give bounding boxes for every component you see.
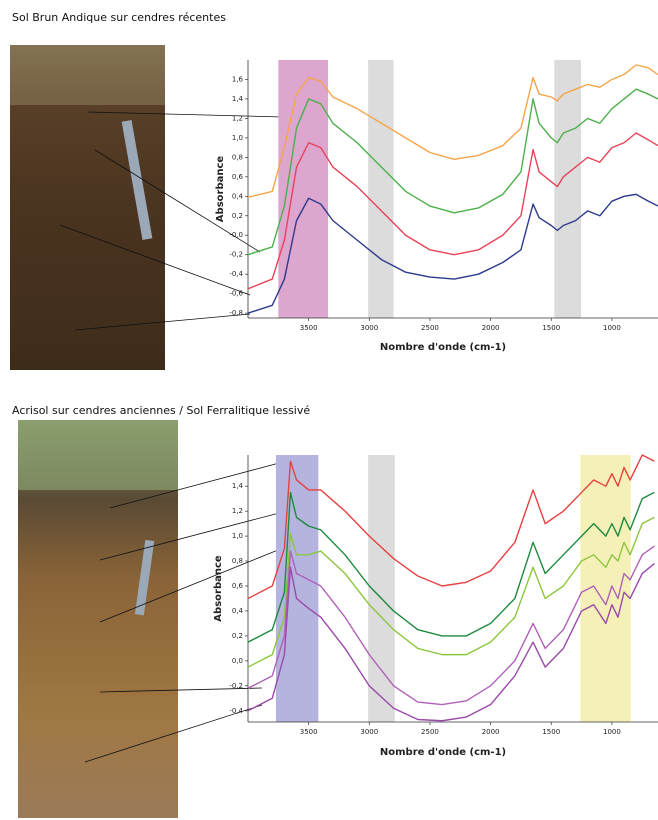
photo-grass bbox=[10, 45, 165, 105]
connector bbox=[87, 111, 284, 118]
x-tick-label: 3000 bbox=[360, 324, 378, 332]
spectrum-line bbox=[247, 491, 655, 643]
x-tick-label: 1000 bbox=[603, 728, 621, 736]
highlight-band bbox=[554, 60, 581, 318]
connector bbox=[99, 511, 284, 561]
y-tick-label: 1,4 bbox=[232, 95, 244, 103]
spectrum-line bbox=[247, 88, 658, 256]
spectrum-line bbox=[247, 454, 655, 600]
highlight-band bbox=[278, 60, 329, 318]
y-tick-label: -0,0 bbox=[229, 231, 243, 239]
x-axis-label: Nombre d'onde (cm-1) bbox=[380, 747, 506, 758]
x-tick-label: 3500 bbox=[300, 728, 318, 736]
chart: Acrisol sur cendres anciennes / Sol Ferr… bbox=[12, 404, 658, 758]
y-tick-label: 1,0 bbox=[232, 532, 243, 540]
spectrum-line bbox=[247, 545, 655, 706]
spectrum-line bbox=[247, 516, 655, 668]
chart-title: Acrisol sur cendres anciennes / Sol Ferr… bbox=[12, 404, 310, 417]
y-tick-label: 0,0 bbox=[232, 657, 243, 665]
y-tick-label: -0,4 bbox=[229, 707, 243, 715]
photo-grass bbox=[18, 420, 178, 490]
y-tick-label: 0,8 bbox=[232, 153, 243, 161]
y-axis-label: Absorbance bbox=[215, 156, 226, 223]
y-tick-label: -0,6 bbox=[229, 290, 243, 298]
y-tick-label: 1,2 bbox=[232, 114, 243, 122]
connector bbox=[109, 461, 284, 509]
x-tick-label: 1500 bbox=[542, 324, 560, 332]
connector bbox=[94, 149, 261, 253]
y-axis-label: Absorbance bbox=[213, 555, 224, 622]
y-tick-label: -0,4 bbox=[229, 270, 243, 278]
x-tick-label: 1000 bbox=[603, 324, 621, 332]
connector bbox=[99, 547, 284, 623]
connector bbox=[74, 313, 251, 331]
y-tick-label: 0,4 bbox=[232, 192, 244, 200]
photo-tool bbox=[134, 539, 155, 616]
y-tick-label: -0,2 bbox=[229, 251, 243, 259]
spectrum-line bbox=[247, 563, 655, 722]
connector bbox=[84, 704, 263, 763]
chart: Sol Brun Andique sur cendres récentes 1,6… bbox=[12, 11, 658, 353]
y-tick-label: 1,0 bbox=[232, 134, 243, 142]
photo-tool bbox=[121, 120, 153, 240]
y-tick-label: 1,6 bbox=[232, 75, 244, 83]
x-tick-label: 2500 bbox=[421, 728, 439, 736]
x-tick-label: 2000 bbox=[482, 324, 500, 332]
y-tick-label: 0,2 bbox=[232, 212, 243, 220]
x-tick-label: 1500 bbox=[542, 728, 560, 736]
highlight-band bbox=[275, 455, 319, 722]
x-tick-label: 2000 bbox=[482, 728, 500, 736]
x-tick-label: 2500 bbox=[421, 324, 439, 332]
connector bbox=[99, 687, 263, 693]
y-tick-label: 0,4 bbox=[232, 607, 244, 615]
x-axis-label: Nombre d'onde (cm-1) bbox=[380, 342, 506, 353]
connectors bbox=[59, 111, 284, 763]
x-tick-label: 3500 bbox=[300, 324, 318, 332]
y-tick-label: 0,2 bbox=[232, 632, 243, 640]
spectrum-line bbox=[247, 193, 658, 314]
y-tick-label: 0,6 bbox=[232, 173, 244, 181]
y-tick-label: -0,8 bbox=[229, 309, 243, 317]
connector bbox=[59, 224, 251, 296]
spectrum-line bbox=[247, 64, 658, 198]
highlight-band bbox=[368, 60, 394, 318]
y-tick-label: 1,2 bbox=[232, 507, 243, 515]
y-tick-label: -0,2 bbox=[229, 682, 243, 690]
y-tick-label: 0,6 bbox=[232, 582, 244, 590]
x-tick-label: 3000 bbox=[360, 728, 378, 736]
y-tick-label: 1,4 bbox=[232, 482, 244, 490]
chart-title: Sol Brun Andique sur cendres récentes bbox=[12, 11, 226, 24]
y-tick-label: 0,8 bbox=[232, 557, 243, 565]
spectrum-line bbox=[247, 132, 658, 290]
